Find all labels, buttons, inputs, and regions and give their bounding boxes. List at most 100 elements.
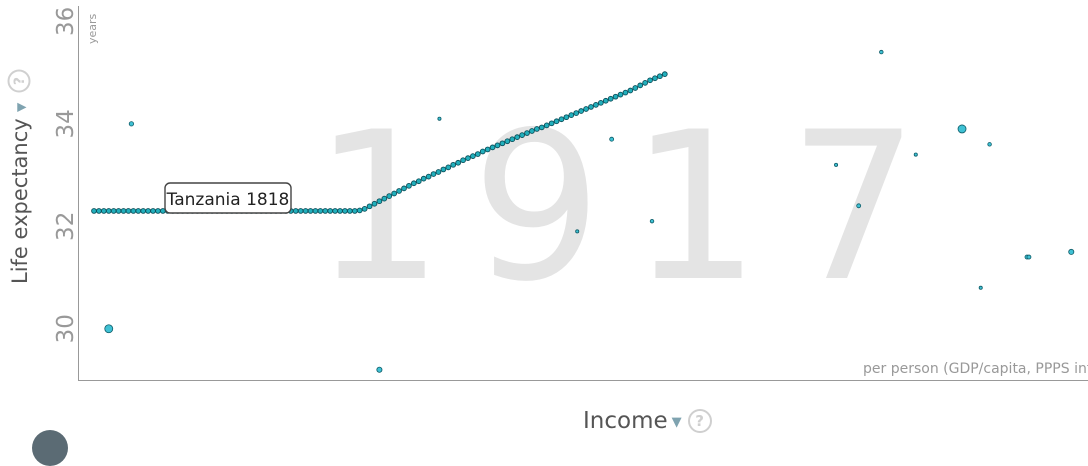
trail-point[interactable]: [317, 208, 324, 214]
trail-point[interactable]: [509, 136, 516, 143]
trail-point[interactable]: [356, 207, 363, 214]
trail-point[interactable]: [617, 91, 624, 98]
trail-point[interactable]: [110, 208, 117, 214]
trail-point[interactable]: [602, 97, 609, 104]
bubble-point[interactable]: [834, 162, 839, 167]
trail-point[interactable]: [455, 159, 461, 166]
trail-point[interactable]: [115, 208, 122, 214]
trail-point[interactable]: [504, 138, 511, 145]
bubble-point[interactable]: [609, 136, 615, 142]
trail-point[interactable]: [583, 106, 589, 112]
bubble-point[interactable]: [649, 218, 655, 224]
y-axis-selector[interactable]: Life expectancy ▼ ?: [7, 69, 32, 285]
trail-point[interactable]: [327, 208, 334, 214]
trail-point[interactable]: [652, 75, 658, 82]
trail-point[interactable]: [543, 122, 550, 129]
trail-point[interactable]: [657, 73, 663, 80]
x-help-icon[interactable]: ?: [687, 409, 712, 433]
trail-point[interactable]: [632, 85, 639, 91]
trail-point[interactable]: [450, 161, 457, 168]
bubble-point[interactable]: [987, 142, 992, 147]
trail-point[interactable]: [534, 126, 540, 132]
trail-point[interactable]: [588, 104, 594, 110]
trail-point[interactable]: [155, 208, 161, 214]
trail-point[interactable]: [297, 208, 304, 214]
trail-point[interactable]: [145, 208, 151, 214]
trail-point[interactable]: [130, 208, 137, 214]
trail-point[interactable]: [100, 208, 107, 214]
trail-point[interactable]: [519, 132, 525, 138]
trail-point[interactable]: [622, 89, 629, 96]
trail-point[interactable]: [642, 79, 648, 86]
bubble-point[interactable]: [1068, 248, 1075, 255]
trail-point[interactable]: [460, 157, 466, 164]
trail-point[interactable]: [347, 208, 353, 214]
trail-point[interactable]: [484, 146, 491, 153]
bubble-point[interactable]: [1026, 254, 1032, 260]
bubble-point[interactable]: [128, 121, 134, 127]
trail-point[interactable]: [401, 185, 407, 192]
trail-point[interactable]: [578, 108, 585, 114]
trail-point[interactable]: [440, 166, 447, 173]
trail-point[interactable]: [435, 169, 442, 175]
bubble-point[interactable]: [913, 152, 918, 157]
trail-point[interactable]: [465, 155, 471, 162]
trail-point[interactable]: [376, 198, 383, 205]
trail-point[interactable]: [647, 77, 653, 84]
trail-point[interactable]: [514, 134, 521, 141]
trail-point[interactable]: [125, 208, 132, 214]
trail-point[interactable]: [150, 208, 156, 214]
bubble-point[interactable]: [575, 229, 580, 234]
trail-point[interactable]: [553, 118, 560, 125]
trail-point[interactable]: [573, 110, 580, 116]
trail-point[interactable]: [479, 148, 486, 155]
trail-point[interactable]: [386, 193, 393, 199]
trail-point[interactable]: [568, 112, 575, 118]
trail-point[interactable]: [425, 173, 432, 180]
play-button[interactable]: [32, 430, 68, 466]
trail-point[interactable]: [420, 175, 427, 182]
trail-point[interactable]: [538, 124, 545, 131]
trail-point[interactable]: [597, 99, 604, 106]
trail-point[interactable]: [411, 180, 417, 187]
trail-point[interactable]: [548, 120, 555, 127]
trail-point[interactable]: [396, 188, 402, 194]
trail-point[interactable]: [406, 182, 412, 189]
trail-point[interactable]: [381, 195, 388, 202]
trail-point[interactable]: [430, 171, 437, 177]
bubble-point[interactable]: [978, 285, 983, 290]
selected-tooltip[interactable]: Tanzania 1818: [164, 182, 292, 214]
trail-point[interactable]: [91, 208, 97, 214]
trail-point[interactable]: [337, 208, 343, 214]
trail-point[interactable]: [366, 203, 373, 210]
bubble-point[interactable]: [376, 366, 383, 373]
trail-point[interactable]: [140, 208, 147, 214]
trail-point[interactable]: [322, 208, 329, 214]
trail-point[interactable]: [135, 208, 142, 214]
trail-point[interactable]: [292, 208, 299, 214]
trail-point[interactable]: [524, 130, 530, 136]
trail-point[interactable]: [474, 151, 481, 157]
trail-point[interactable]: [612, 93, 619, 100]
trail-point[interactable]: [351, 208, 358, 214]
trail-point[interactable]: [499, 140, 506, 147]
trail-point[interactable]: [494, 142, 501, 149]
trail-point[interactable]: [415, 178, 422, 185]
bubble-point[interactable]: [104, 324, 114, 334]
bubble-point[interactable]: [437, 116, 442, 121]
trail-point[interactable]: [661, 71, 668, 77]
bubble-point[interactable]: [879, 49, 884, 55]
trail-point[interactable]: [342, 208, 348, 214]
trail-point[interactable]: [627, 87, 634, 94]
y-help-icon[interactable]: ?: [7, 69, 31, 93]
trail-point[interactable]: [307, 208, 314, 214]
trail-point[interactable]: [371, 200, 378, 207]
trail-point[interactable]: [637, 82, 644, 89]
x-axis-selector[interactable]: Income ▼?: [583, 408, 712, 434]
trail-point[interactable]: [558, 116, 565, 123]
bubble-point[interactable]: [856, 203, 862, 209]
trail-point[interactable]: [445, 164, 452, 171]
trail-point[interactable]: [312, 208, 319, 214]
trail-point[interactable]: [302, 208, 309, 214]
trail-point[interactable]: [120, 208, 127, 214]
